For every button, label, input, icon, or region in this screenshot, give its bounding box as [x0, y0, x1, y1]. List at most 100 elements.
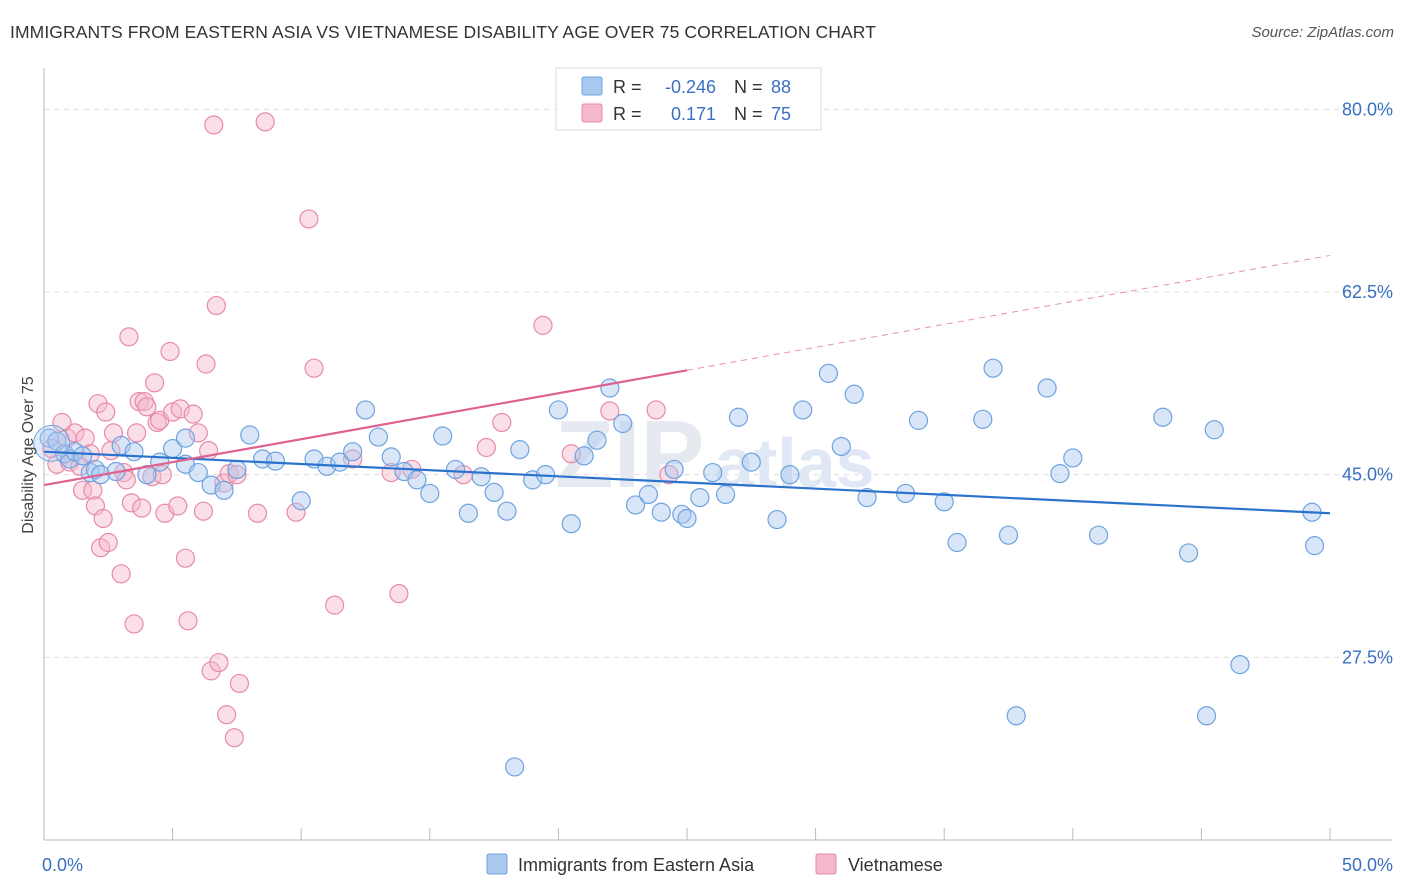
- eastern-asia-point-55: [690, 488, 710, 508]
- legend-swatch-pink: [581, 103, 603, 123]
- vietnamese-point-57: [247, 503, 268, 523]
- series-eastern-asia-points: [33, 358, 1325, 777]
- vietnamese-point-38: [168, 496, 188, 516]
- vietnamese-point-49: [206, 295, 226, 316]
- vietnamese-point-41: [178, 611, 198, 631]
- vietnamese-point-22: [119, 327, 139, 347]
- eastern-asia-point-39: [497, 501, 517, 521]
- eastern-asia-point-38: [484, 482, 504, 503]
- legend-n-value-1: 88: [771, 77, 791, 97]
- eastern-asia-point-33: [420, 483, 440, 504]
- vietnamese-point-32: [147, 412, 167, 433]
- eastern-asia-point-77: [1088, 525, 1109, 545]
- vietnamese-point-27: [132, 498, 152, 518]
- vietnamese-point-28: [134, 391, 154, 412]
- eastern-asia-point-45: [574, 446, 594, 466]
- legend-r-value-2: 0.171: [671, 104, 716, 124]
- vietnamese-point-39: [170, 399, 190, 419]
- eastern-asia-point-74: [1037, 378, 1057, 398]
- eastern-asia-point-73: [998, 525, 1019, 545]
- vietnamese-point-69: [492, 412, 512, 433]
- legend-r-label-2: R =: [613, 104, 642, 124]
- vietnamese-point-74: [659, 465, 679, 485]
- legend-r-value-1: -0.246: [665, 77, 716, 97]
- eastern-asia-point-12: [150, 452, 170, 472]
- vietnamese-point-14: [93, 508, 113, 529]
- y-axis-label: Disability Age Over 75: [20, 376, 37, 534]
- vietnamese-point-42: [183, 404, 203, 424]
- eastern-asia-point-70: [947, 532, 967, 553]
- vietnamese-point-34: [152, 465, 172, 485]
- vietnamese-point-50: [209, 652, 229, 673]
- vietnamese-point-54: [224, 728, 244, 748]
- vietnamese-point-62: [325, 595, 345, 615]
- vietnamese-point-60: [299, 209, 319, 229]
- eastern-asia-point-79: [1178, 543, 1199, 563]
- eastern-asia-point-64: [831, 436, 851, 457]
- vietnamese-point-29: [137, 397, 157, 417]
- eastern-asia-point-48: [613, 413, 633, 434]
- eastern-asia-point-57: [715, 484, 736, 505]
- vietnamese-point-25: [126, 423, 147, 443]
- y-tick-label-1: 62.5%: [1342, 282, 1393, 302]
- vietnamese-point-44: [193, 501, 214, 521]
- x-tick-label-1: 50.0%: [1342, 855, 1393, 875]
- eastern-asia-point-18: [214, 480, 234, 500]
- eastern-asia-point-37: [471, 467, 491, 487]
- eastern-asia-point-59: [741, 452, 761, 472]
- tick-labels: 80.0% 62.5% 45.0% 27.5% 0.0% 50.0%: [42, 99, 1393, 875]
- vietnamese-point-59: [286, 502, 306, 522]
- y-tick-label-2: 45.0%: [1342, 465, 1393, 485]
- eastern-asia-point-86: [1196, 706, 1217, 726]
- eastern-asia-point-20: [240, 425, 260, 445]
- vietnamese-point-7: [72, 480, 93, 500]
- legend-n-label-1: N =: [734, 77, 763, 97]
- eastern-asia-point-63: [818, 363, 839, 384]
- eastern-asia-point-49: [625, 495, 646, 515]
- vietnamese-point-16: [98, 532, 118, 553]
- eastern-asia-point-76: [1063, 448, 1083, 468]
- legend-item-eastern-asia-swatch: [486, 853, 508, 875]
- eastern-asia-point-66: [857, 488, 877, 508]
- vietnamese-point-73: [646, 400, 666, 420]
- eastern-asia-point-30: [381, 447, 401, 467]
- vietnamese-point-56: [229, 673, 250, 694]
- vietnamese-point-19: [111, 564, 131, 584]
- trend-lines: [43, 254, 1331, 515]
- eastern-asia-point-47: [600, 378, 620, 398]
- vietnamese-point-55: [227, 465, 247, 485]
- legend-r-label-1: R =: [613, 77, 642, 97]
- eastern-asia-point-43: [548, 400, 569, 420]
- legend-n-label-2: N =: [734, 104, 763, 124]
- gridlines: [44, 108, 1392, 658]
- vietnamese-point-36: [160, 341, 180, 362]
- legend-item-vietnamese-label: Vietnamese: [848, 855, 943, 875]
- series-legend: Immigrants from Eastern Asia Vietnamese: [486, 853, 943, 875]
- eastern-asia-point-85: [1006, 706, 1026, 726]
- eastern-asia-point-54: [677, 508, 697, 529]
- vietnamese-point-61: [304, 358, 324, 378]
- eastern-asia-point-81: [1230, 655, 1250, 675]
- vietnamese-point-15: [96, 402, 116, 422]
- eastern-asia-point-62: [793, 400, 813, 420]
- vietnamese-point-31: [144, 373, 165, 393]
- vietnamese-point-72: [600, 401, 620, 421]
- eastern-asia-point-65: [844, 384, 864, 404]
- vietnamese-point-24: [124, 614, 144, 634]
- eastern-asia-point-80: [1204, 420, 1224, 440]
- eastern-asia-point-5: [72, 446, 93, 466]
- eastern-asia-point-34: [433, 426, 453, 446]
- eastern-asia-point-61: [780, 465, 800, 485]
- eastern-asia-point-17: [201, 475, 221, 495]
- vietnamese-point-65: [389, 584, 409, 604]
- eastern-asia-point-29: [368, 427, 388, 447]
- eastern-asia-cluster-point: [33, 424, 71, 462]
- legend-item-eastern-asia-label: Immigrants from Eastern Asia: [518, 855, 755, 875]
- vietnamese-point-52: [217, 705, 237, 725]
- vietnamese-point-58: [255, 112, 275, 132]
- legend-swatch-blue: [581, 76, 603, 96]
- eastern-asia-point-0: [39, 428, 59, 448]
- eastern-asia-point-50: [638, 484, 659, 505]
- eastern-asia-point-19: [227, 459, 247, 480]
